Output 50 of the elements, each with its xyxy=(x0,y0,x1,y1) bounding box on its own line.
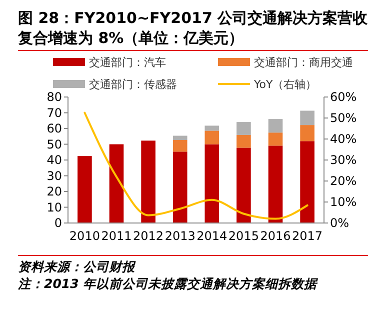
x-tick-label: 2010 xyxy=(69,229,100,243)
bar xyxy=(172,140,188,152)
y2-tick-label: 50% xyxy=(330,111,357,125)
bar xyxy=(268,119,283,133)
x-tick-label: 2015 xyxy=(228,229,259,243)
y-tick-label: 50 xyxy=(46,137,62,152)
y-tick-label: 10 xyxy=(46,200,62,214)
y2-tick-label: 20% xyxy=(330,174,357,188)
bar xyxy=(78,156,92,223)
bar xyxy=(172,136,188,140)
text: 资料来源：公司财报 xyxy=(18,258,137,275)
x-tick-label: 2017 xyxy=(292,229,323,243)
bar xyxy=(172,152,188,223)
x-tick-label: 2012 xyxy=(133,229,164,243)
chart-title: 图 28：FY2010~FY2017 公司交通解决方案营收复合增速为 8%（单位：亿美元） xyxy=(18,8,368,51)
bar xyxy=(204,130,220,144)
bar xyxy=(300,141,314,223)
y-tick-label: 0 xyxy=(54,216,62,230)
bar xyxy=(268,132,283,146)
bar xyxy=(109,144,124,223)
y-tick-label: 80 xyxy=(46,90,62,104)
bar xyxy=(300,110,314,126)
x-tick-label: 2013 xyxy=(164,229,196,243)
bar xyxy=(236,122,251,135)
x-tick-label: 2011 xyxy=(101,229,132,243)
x-tick-label: 2016 xyxy=(260,229,291,243)
bar xyxy=(204,144,220,223)
y2-tick-label: 30% xyxy=(330,153,357,167)
bar xyxy=(204,126,220,131)
y2-tick-label: 60% xyxy=(330,90,357,104)
y2-tick-label: 10% xyxy=(330,195,357,209)
legend-label: YoY（右轴） xyxy=(253,78,317,91)
x-tick-label: 2014 xyxy=(196,229,228,243)
y-tick-label: 40 xyxy=(46,153,62,167)
legend-label: 交通部门：商用交通 xyxy=(254,56,353,69)
y-tick-label: 30 xyxy=(46,168,62,183)
y2-tick-label: 0% xyxy=(330,216,350,230)
y-tick-label: 70 xyxy=(46,106,62,120)
bar xyxy=(300,125,314,142)
y2-tick-label: 40% xyxy=(330,132,357,146)
bar xyxy=(268,146,283,223)
text: 注：2013 年以前公司未披露交通解决方案细拆数据 xyxy=(18,275,319,292)
legend-label: 交通部门：汽车 xyxy=(89,56,166,69)
bar xyxy=(236,134,251,148)
bar xyxy=(141,140,156,223)
legend-label: 交通部门：传感器 xyxy=(89,78,177,91)
y-tick-label: 60 xyxy=(46,122,62,136)
y-tick-label: 20 xyxy=(46,184,62,198)
line-series xyxy=(84,112,308,220)
bar xyxy=(236,148,251,223)
